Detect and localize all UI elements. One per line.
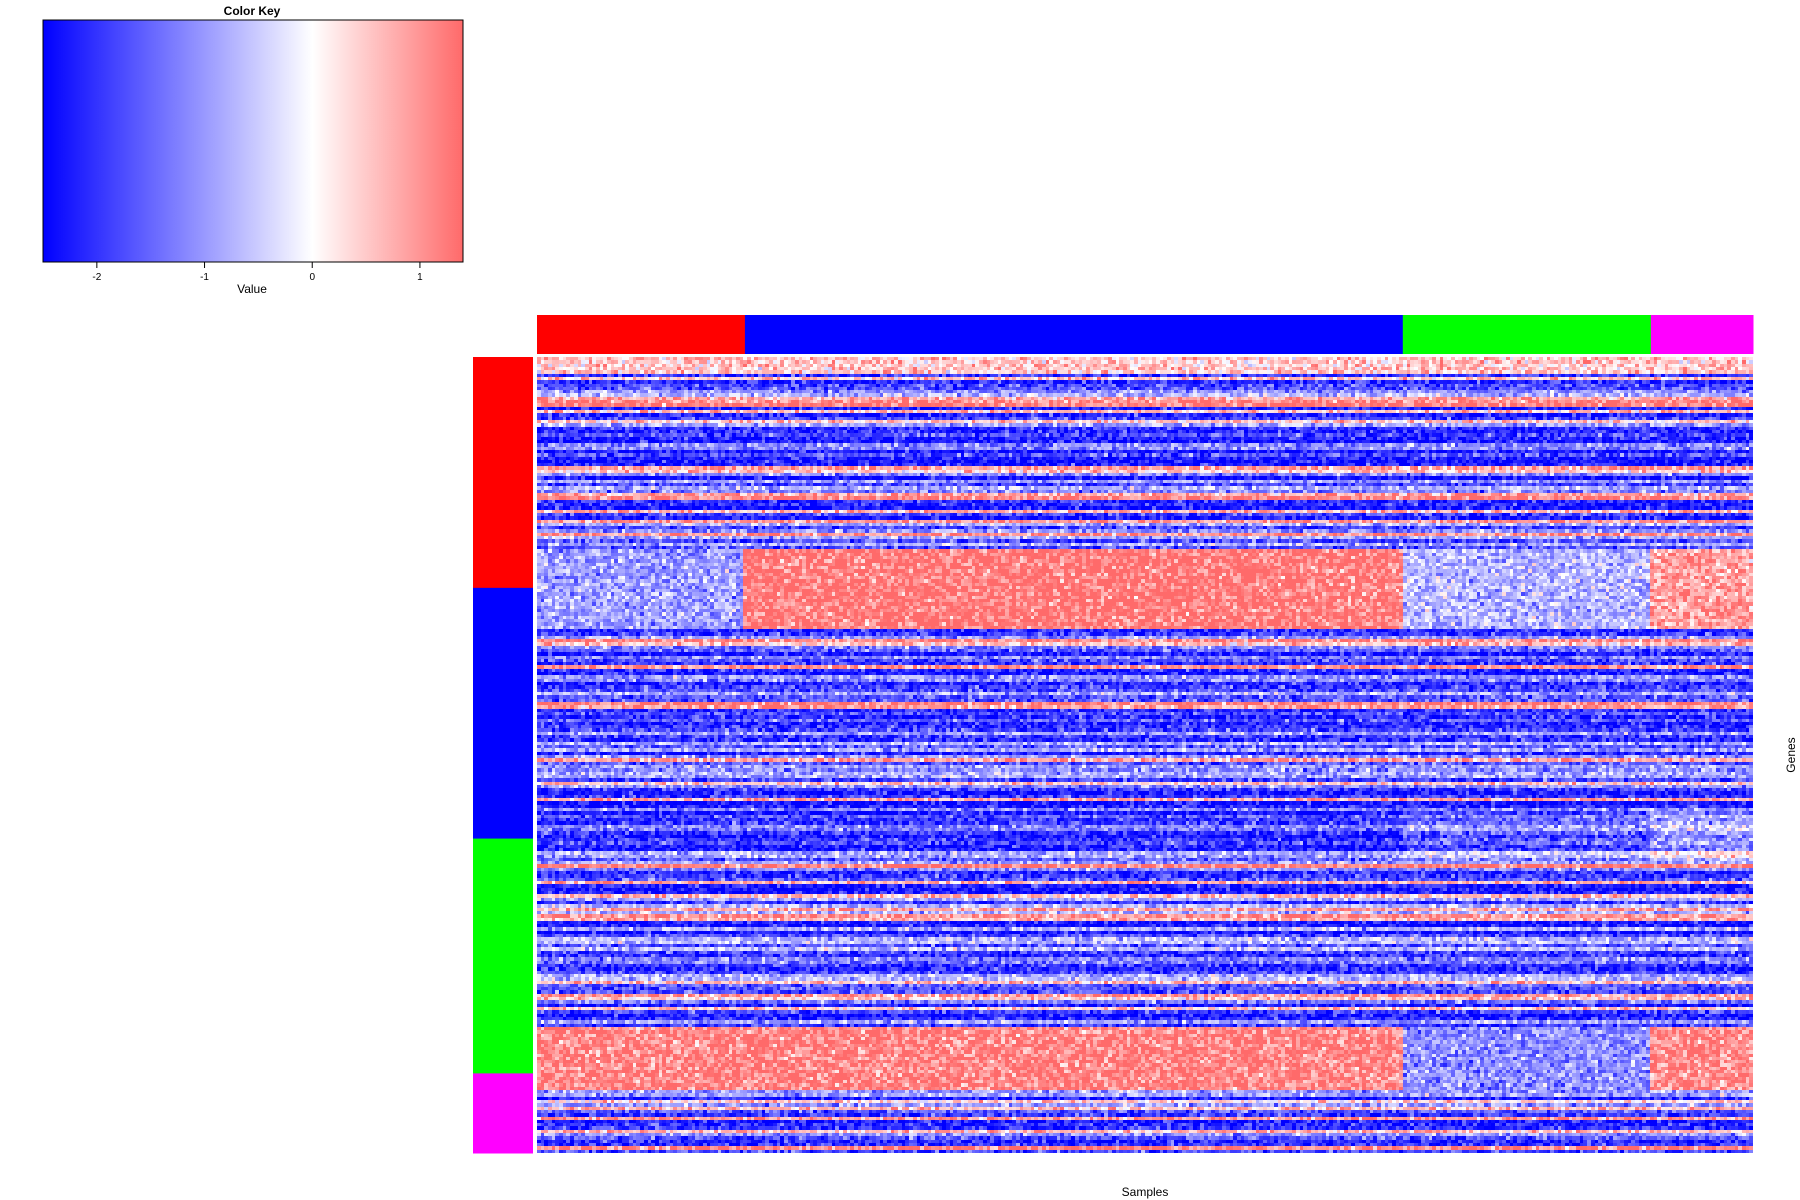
color-key-gradient [42,19,464,263]
column-group-bar-2 [744,315,1404,354]
row-group-bar-1 [473,357,533,589]
y-axis-label: Genes [1784,737,1798,772]
color-key-title: Color Key [224,4,281,18]
heatmap-cells [537,357,1753,1153]
column-side-colors [537,315,1754,354]
color-key: Color Key -2 -1 0 1 Value [42,4,464,296]
color-key-ticks: -2 -1 0 1 [92,262,423,283]
x-axis-label: Samples [1122,1185,1169,1199]
column-group-bar-3 [1402,315,1652,354]
row-group-bar-3 [473,838,533,1074]
column-group-bar-4 [1650,315,1754,354]
color-key-tick-label: -2 [92,272,101,283]
column-group-bar-1 [537,315,746,354]
row-group-bar-4 [473,1073,533,1154]
color-key-xlabel: Value [237,282,267,296]
row-side-colors [473,357,533,1154]
color-key-tick-label: 1 [417,272,423,283]
color-key-tick-label: 0 [309,272,315,283]
row-group-bar-2 [473,587,533,840]
color-key-tick-label: -1 [200,272,209,283]
heatmap-body [537,357,1753,1153]
